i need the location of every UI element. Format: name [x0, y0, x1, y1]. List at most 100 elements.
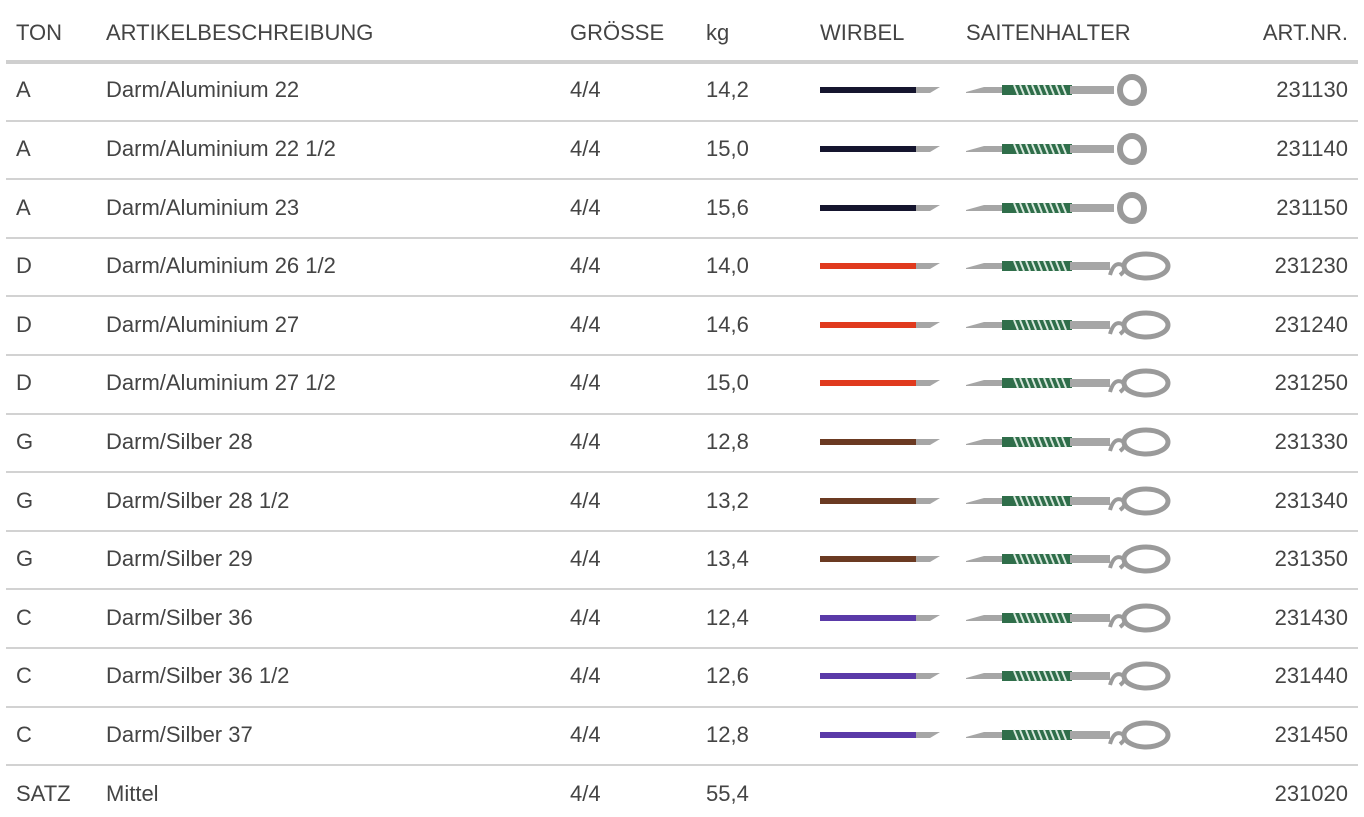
stem [1070, 614, 1110, 622]
wirbel-icon [818, 610, 942, 626]
loop [1124, 606, 1168, 630]
table-cell: 231230 [1275, 253, 1348, 279]
tailpiece-icon [964, 718, 1174, 752]
row-rule [6, 237, 1358, 239]
table-cell: Mittel [106, 781, 159, 807]
table-cell: 4/4 [570, 605, 601, 631]
wirbel-string [820, 439, 916, 445]
stem [1070, 262, 1110, 270]
table-cell: C [16, 605, 32, 631]
row-rule [6, 471, 1358, 473]
table-cell: 4/4 [570, 546, 601, 572]
table-cell: 231250 [1275, 370, 1348, 396]
wirbel-icon [818, 375, 942, 391]
table-cell: 4/4 [570, 488, 601, 514]
table-cell: 15,0 [706, 136, 749, 162]
product-table: TONARTIKELBESCHREIBUNGGRÖSSEkgWIRBELSAIT… [0, 0, 1364, 817]
table-cell: 4/4 [570, 77, 601, 103]
string-end [966, 263, 1004, 269]
table-cell: C [16, 663, 32, 689]
wirbel-icon [818, 727, 942, 743]
stem [1070, 379, 1110, 387]
string-end [966, 87, 1004, 93]
row-rule [6, 647, 1358, 649]
winding [1002, 320, 1072, 330]
string-end [966, 205, 1004, 211]
wirbel-string [820, 146, 916, 152]
table-cell: A [16, 136, 31, 162]
wirbel-tip [916, 615, 940, 621]
table-cell: 12,4 [706, 605, 749, 631]
table-cell: 4/4 [570, 429, 601, 455]
wirbel-icon [818, 82, 942, 98]
wirbel-string [820, 615, 916, 621]
winding [1002, 85, 1072, 95]
wirbel-string [820, 732, 916, 738]
string-end [966, 556, 1004, 562]
row-rule [6, 530, 1358, 532]
row-rule [6, 588, 1358, 590]
wirbel-string [820, 205, 916, 211]
stem [1070, 86, 1114, 94]
table-cell: 4/4 [570, 663, 601, 689]
wirbel-icon [818, 317, 942, 333]
tailpiece-icon [964, 425, 1174, 459]
row-rule [6, 295, 1358, 297]
header-cell: SAITENHALTER [966, 20, 1131, 46]
tailpiece-icon [964, 73, 1174, 107]
table-cell: Darm/Aluminium 27 1/2 [106, 370, 336, 396]
wirbel-string [820, 556, 916, 562]
table-cell: 15,6 [706, 195, 749, 221]
tailpiece-icon [964, 601, 1174, 635]
header-rule [6, 60, 1358, 64]
loop [1124, 254, 1168, 278]
wirbel-string [820, 498, 916, 504]
header-cell: TON [16, 20, 62, 46]
string-end [966, 732, 1004, 738]
string-end [966, 146, 1004, 152]
ring [1120, 136, 1144, 162]
ring [1120, 77, 1144, 103]
wirbel-string [820, 380, 916, 386]
row-rule [6, 354, 1358, 356]
table-cell: 14,0 [706, 253, 749, 279]
wirbel-tip [916, 498, 940, 504]
row-rule [6, 120, 1358, 122]
table-cell: Darm/Silber 36 [106, 605, 253, 631]
tailpiece-icon [964, 249, 1174, 283]
table-cell: A [16, 77, 31, 103]
wirbel-icon [818, 434, 942, 450]
wirbel-string [820, 673, 916, 679]
tailpiece-icon [964, 191, 1174, 225]
wirbel-icon [818, 258, 942, 274]
header-cell: WIRBEL [820, 20, 904, 46]
winding [1002, 554, 1072, 564]
string-end [966, 439, 1004, 445]
wirbel-tip [916, 673, 940, 679]
table-cell: 4/4 [570, 136, 601, 162]
wirbel-icon [818, 141, 942, 157]
stem [1070, 145, 1114, 153]
wirbel-icon [818, 200, 942, 216]
table-cell: 12,6 [706, 663, 749, 689]
table-cell: 12,8 [706, 429, 749, 455]
string-end [966, 322, 1004, 328]
table-cell: Darm/Aluminium 27 [106, 312, 299, 338]
string-end [966, 380, 1004, 386]
row-rule [6, 178, 1358, 180]
stem [1070, 438, 1110, 446]
winding [1002, 496, 1072, 506]
table-cell: Darm/Silber 28 [106, 429, 253, 455]
winding [1002, 261, 1072, 271]
row-rule [6, 413, 1358, 415]
table-cell: 231430 [1275, 605, 1348, 631]
wirbel-icon [818, 493, 942, 509]
table-cell: 55,4 [706, 781, 749, 807]
string-end [966, 673, 1004, 679]
table-cell: 231350 [1275, 546, 1348, 572]
wirbel-tip [916, 380, 940, 386]
header-cell: ART.NR. [1263, 20, 1348, 46]
stem [1070, 672, 1110, 680]
winding [1002, 378, 1072, 388]
table-cell: 231450 [1275, 722, 1348, 748]
